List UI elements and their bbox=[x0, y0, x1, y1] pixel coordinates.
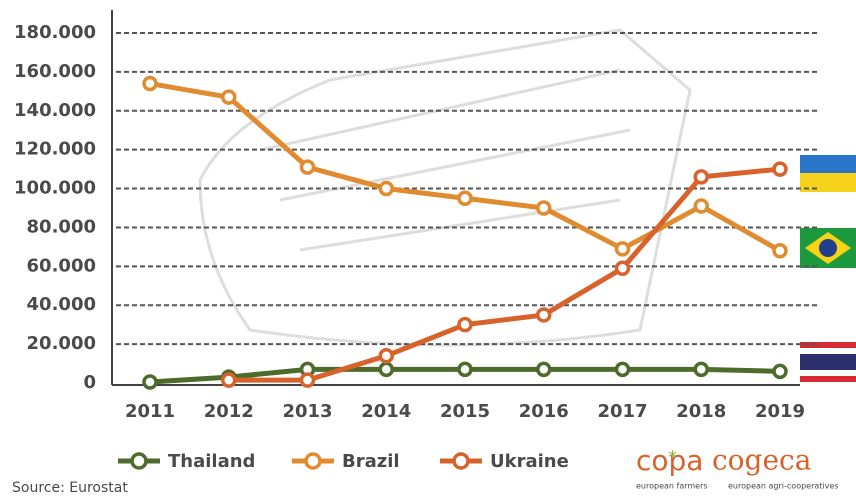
point bbox=[538, 363, 550, 375]
point bbox=[617, 243, 629, 255]
flag-ukraine bbox=[800, 155, 856, 192]
legend-marker bbox=[454, 454, 468, 468]
x-tick-label: 2014 bbox=[361, 401, 411, 422]
point bbox=[695, 363, 707, 375]
y-tick-label: 40.000 bbox=[27, 294, 96, 315]
y-tick-label: 60.000 bbox=[27, 255, 96, 276]
point bbox=[380, 363, 392, 375]
x-tick-label: 2015 bbox=[440, 401, 490, 422]
logo-right-sub: european agri-cooperatives bbox=[728, 482, 838, 491]
legend-label: Ukraine bbox=[490, 451, 569, 472]
y-tick-label: 80.000 bbox=[27, 216, 96, 237]
ship-illustration bbox=[200, 30, 690, 345]
point bbox=[774, 365, 786, 377]
x-tick-label: 2011 bbox=[125, 401, 175, 422]
chart: Source: Eurostat copa * cogeca european … bbox=[0, 0, 856, 497]
point bbox=[459, 319, 471, 331]
y-tick-label: 180.000 bbox=[14, 22, 96, 43]
legend-label: Thailand bbox=[168, 451, 255, 472]
flag-thailand bbox=[800, 342, 856, 382]
source: Source: Eurostat bbox=[12, 480, 128, 496]
x-tick-label: 2017 bbox=[597, 401, 647, 422]
legend-marker bbox=[132, 454, 146, 468]
x-tick-label: 2019 bbox=[755, 401, 805, 422]
y-tick-label: 0 bbox=[83, 372, 96, 393]
point bbox=[223, 91, 235, 103]
legend-label: Brazil bbox=[342, 451, 400, 472]
point bbox=[223, 374, 235, 386]
point bbox=[380, 183, 392, 195]
logo-right: cogeca bbox=[712, 444, 811, 477]
point bbox=[617, 363, 629, 375]
x-tick-label: 2016 bbox=[519, 401, 569, 422]
logo-star: * bbox=[668, 447, 677, 468]
point bbox=[459, 363, 471, 375]
y-tick-label: 20.000 bbox=[27, 333, 96, 354]
point bbox=[144, 376, 156, 388]
x-tick-label: 2012 bbox=[204, 401, 254, 422]
y-tick-label: 140.000 bbox=[14, 100, 96, 121]
point bbox=[695, 171, 707, 183]
y-tick-label: 100.000 bbox=[14, 178, 96, 199]
point bbox=[617, 262, 629, 274]
point bbox=[538, 309, 550, 321]
y-tick-label: 120.000 bbox=[14, 139, 96, 160]
point bbox=[302, 374, 314, 386]
x-tick-label: 2018 bbox=[676, 401, 726, 422]
legend-marker bbox=[306, 454, 320, 468]
y-tick-label: 160.000 bbox=[14, 61, 96, 82]
point bbox=[538, 202, 550, 214]
flag-brazil bbox=[800, 228, 856, 268]
x-tick-label: 2013 bbox=[282, 401, 332, 422]
point bbox=[774, 163, 786, 175]
point bbox=[459, 192, 471, 204]
logo-left-sub: european farmers bbox=[636, 482, 708, 491]
point bbox=[380, 350, 392, 362]
point bbox=[774, 245, 786, 257]
point bbox=[695, 200, 707, 212]
point bbox=[144, 78, 156, 90]
point bbox=[302, 161, 314, 173]
